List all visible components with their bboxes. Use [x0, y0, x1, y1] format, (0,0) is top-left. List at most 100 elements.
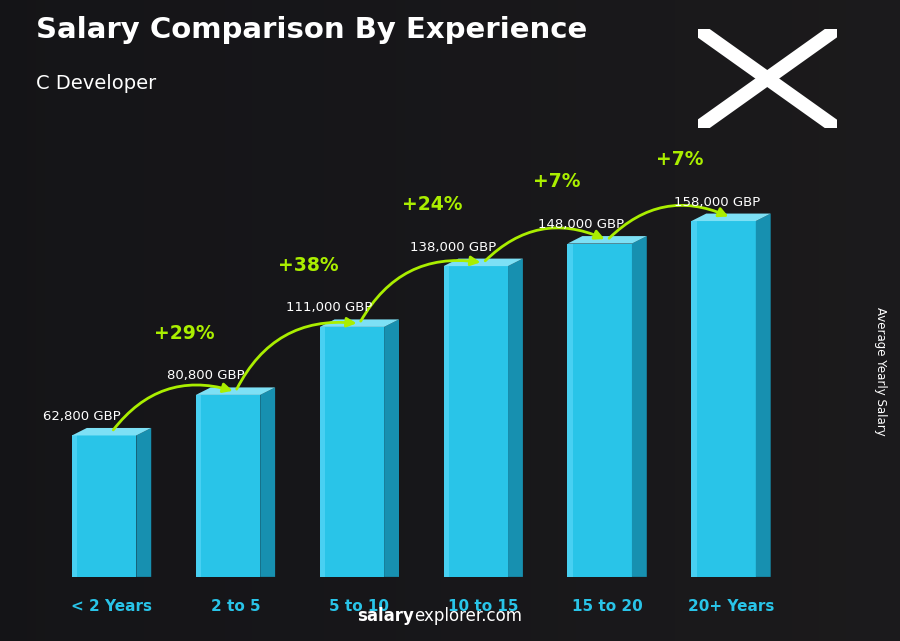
Polygon shape [320, 444, 384, 452]
Polygon shape [691, 399, 756, 411]
Polygon shape [196, 431, 260, 437]
Polygon shape [568, 544, 632, 554]
Polygon shape [691, 517, 756, 529]
Polygon shape [320, 360, 384, 369]
Polygon shape [196, 486, 260, 492]
Polygon shape [444, 297, 508, 308]
Polygon shape [320, 527, 384, 535]
Polygon shape [196, 535, 260, 540]
Polygon shape [196, 516, 260, 522]
Polygon shape [568, 366, 632, 377]
Polygon shape [568, 510, 632, 521]
Polygon shape [444, 422, 508, 432]
Polygon shape [568, 444, 632, 454]
Polygon shape [444, 453, 508, 463]
Polygon shape [72, 478, 137, 483]
Text: +29%: +29% [155, 324, 215, 343]
Polygon shape [568, 499, 632, 510]
Polygon shape [444, 390, 508, 401]
Polygon shape [444, 494, 508, 504]
Polygon shape [72, 469, 137, 473]
Polygon shape [691, 233, 756, 245]
Polygon shape [196, 395, 260, 401]
Text: C Developer: C Developer [36, 74, 157, 93]
Text: < 2 Years: < 2 Years [71, 599, 152, 613]
Polygon shape [72, 520, 137, 525]
Polygon shape [568, 266, 632, 277]
Polygon shape [568, 454, 632, 466]
Polygon shape [568, 554, 632, 566]
Polygon shape [72, 492, 137, 497]
Polygon shape [196, 449, 260, 456]
Text: +24%: +24% [402, 195, 463, 214]
Polygon shape [691, 422, 756, 435]
Polygon shape [196, 522, 260, 528]
Polygon shape [320, 552, 384, 560]
Polygon shape [72, 544, 137, 549]
Polygon shape [320, 452, 384, 460]
Polygon shape [568, 344, 632, 354]
Polygon shape [444, 567, 508, 577]
Polygon shape [72, 549, 137, 553]
Polygon shape [320, 344, 384, 352]
Polygon shape [568, 354, 632, 366]
Polygon shape [444, 515, 508, 525]
Polygon shape [320, 535, 384, 544]
Polygon shape [691, 340, 756, 351]
Polygon shape [320, 560, 384, 569]
Polygon shape [196, 395, 201, 577]
Polygon shape [444, 276, 508, 287]
Text: 111,000 GBP: 111,000 GBP [286, 301, 373, 315]
Text: 138,000 GBP: 138,000 GBP [410, 240, 497, 254]
Polygon shape [72, 487, 137, 492]
Polygon shape [444, 318, 508, 328]
Polygon shape [691, 221, 756, 233]
Polygon shape [568, 521, 632, 533]
Polygon shape [568, 399, 632, 410]
Polygon shape [196, 504, 260, 510]
Polygon shape [72, 563, 137, 567]
Polygon shape [72, 511, 137, 515]
Polygon shape [320, 335, 384, 344]
Polygon shape [444, 308, 508, 318]
Polygon shape [196, 407, 260, 413]
Polygon shape [320, 569, 384, 577]
Polygon shape [320, 369, 384, 377]
Polygon shape [320, 544, 384, 552]
Polygon shape [72, 483, 137, 487]
Polygon shape [444, 266, 508, 276]
Text: 20+ Years: 20+ Years [688, 599, 774, 613]
Text: 62,800 GBP: 62,800 GBP [43, 410, 121, 423]
Polygon shape [691, 256, 756, 269]
Polygon shape [691, 221, 697, 577]
Polygon shape [444, 473, 508, 484]
Polygon shape [691, 494, 756, 506]
Polygon shape [444, 401, 508, 411]
Polygon shape [691, 446, 756, 458]
Polygon shape [72, 515, 137, 520]
Polygon shape [691, 363, 756, 375]
Polygon shape [196, 437, 260, 444]
Polygon shape [568, 244, 572, 577]
Polygon shape [320, 477, 384, 485]
Polygon shape [444, 463, 508, 473]
Polygon shape [72, 454, 137, 459]
Polygon shape [444, 525, 508, 535]
Polygon shape [691, 304, 756, 316]
Text: 148,000 GBP: 148,000 GBP [538, 218, 625, 231]
Polygon shape [756, 213, 770, 577]
Polygon shape [568, 333, 632, 344]
Polygon shape [320, 352, 384, 360]
Polygon shape [320, 435, 384, 444]
Text: 2 to 5: 2 to 5 [211, 599, 260, 613]
Polygon shape [196, 547, 260, 553]
Polygon shape [320, 385, 384, 394]
Polygon shape [568, 533, 632, 544]
Polygon shape [691, 435, 756, 446]
Polygon shape [691, 269, 756, 280]
Polygon shape [508, 258, 523, 577]
Polygon shape [196, 510, 260, 516]
Polygon shape [196, 492, 260, 498]
Polygon shape [72, 572, 137, 577]
Polygon shape [444, 556, 508, 567]
